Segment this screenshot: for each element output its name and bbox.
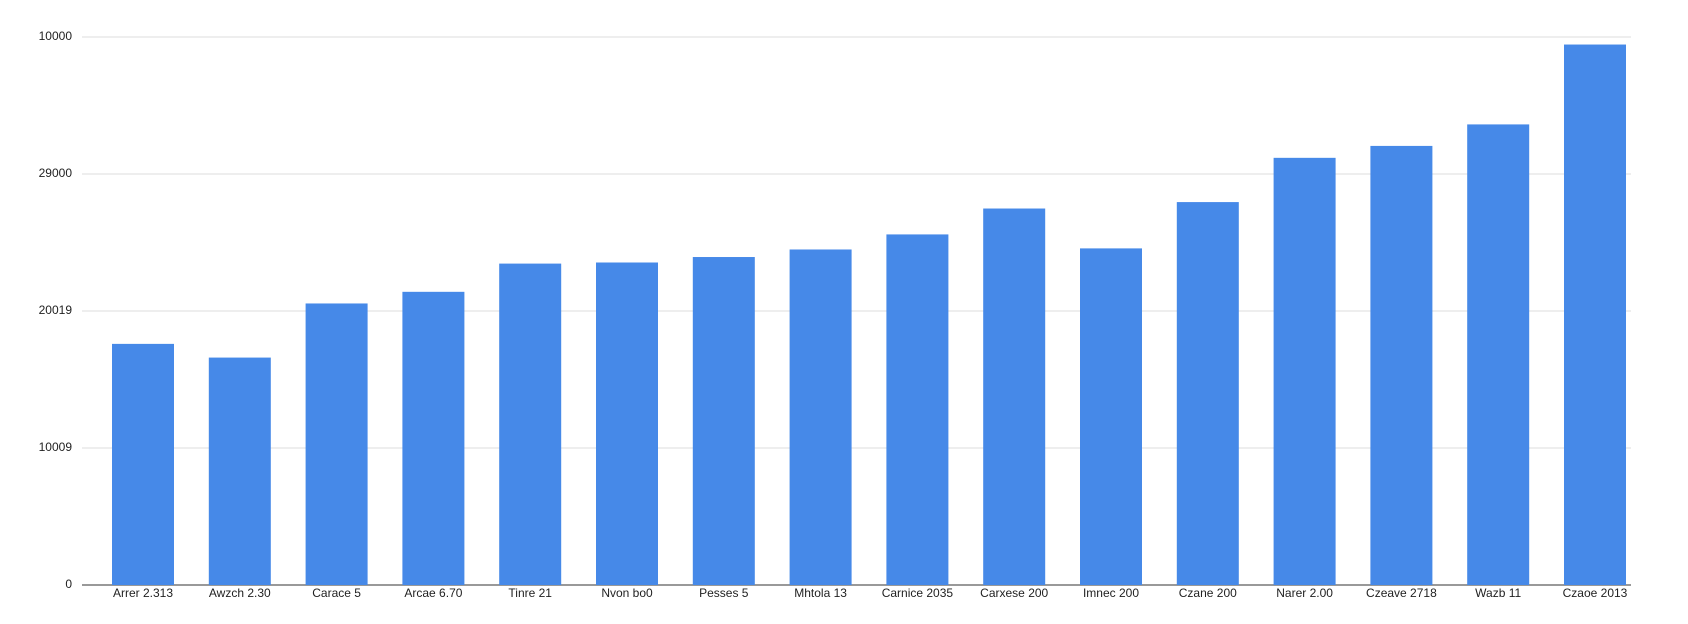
x-tick-label: Carxese 200 bbox=[980, 586, 1048, 600]
x-tick-label: Carace 5 bbox=[312, 586, 361, 600]
x-tick-label: Arcae 6.70 bbox=[404, 586, 462, 600]
x-tick-label: Carnice 2035 bbox=[882, 586, 954, 600]
bar bbox=[983, 208, 1046, 586]
bar bbox=[596, 262, 658, 585]
bar bbox=[1564, 44, 1626, 586]
x-tick-label: Tinre 21 bbox=[508, 586, 552, 600]
y-tick-label: 29000 bbox=[39, 166, 73, 180]
x-tick-label: Pesses 5 bbox=[699, 586, 749, 600]
x-tick-label: Arrer 2.313 bbox=[113, 586, 173, 600]
x-tick-label: Czaoe 2013 bbox=[1563, 586, 1628, 600]
bar bbox=[402, 291, 465, 585]
y-tick-label: 10000 bbox=[39, 29, 73, 43]
bar bbox=[789, 249, 852, 585]
x-tick-label: Awzch 2.30 bbox=[209, 586, 271, 600]
bar bbox=[208, 357, 271, 585]
bar bbox=[1273, 157, 1336, 586]
bar bbox=[1176, 202, 1239, 585]
y-tick-label: 0 bbox=[65, 577, 72, 591]
bar bbox=[886, 234, 949, 586]
x-tick-label: Narer 2.00 bbox=[1276, 586, 1333, 600]
x-tick-label: Mhtola 13 bbox=[794, 586, 847, 600]
x-tick-label: Czane 200 bbox=[1179, 586, 1237, 600]
bar bbox=[499, 263, 562, 585]
bar bbox=[1467, 124, 1530, 585]
y-tick-label: 10009 bbox=[39, 440, 73, 454]
bar bbox=[305, 303, 368, 585]
x-tick-label: Imnec 200 bbox=[1083, 586, 1139, 600]
y-tick-label: 20019 bbox=[39, 303, 73, 317]
bar bbox=[1080, 248, 1142, 586]
bar bbox=[112, 343, 174, 585]
x-tick-label: Nvon bo0 bbox=[601, 586, 653, 600]
x-tick-label: Wazb 11 bbox=[1475, 586, 1521, 600]
bar bbox=[1370, 145, 1433, 586]
bar bbox=[692, 257, 755, 585]
x-tick-label: Czeave 2718 bbox=[1366, 586, 1437, 600]
